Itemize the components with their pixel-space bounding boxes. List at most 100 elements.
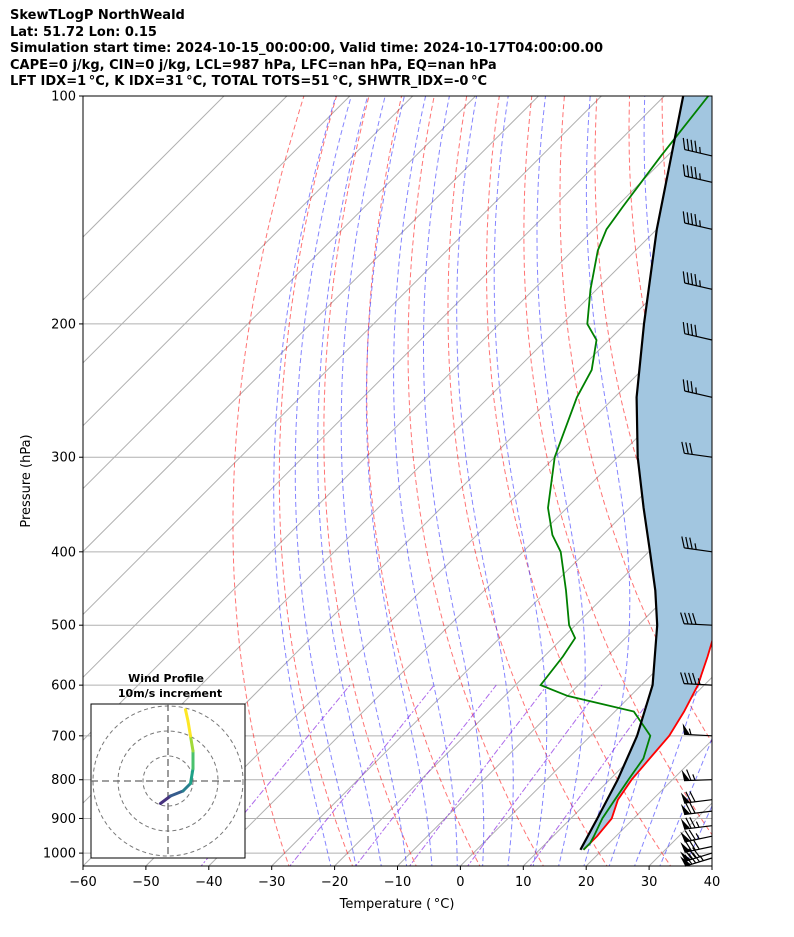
- barb-flag: [680, 672, 685, 684]
- isotherm-line: [83, 96, 225, 238]
- dry-adiabat: [323, 96, 417, 866]
- mixing-ratio-line: [354, 684, 497, 866]
- barb-flag: [685, 817, 692, 829]
- barb-flag: [688, 853, 697, 864]
- shaded-area: [580, 96, 712, 850]
- barb-flag: [686, 138, 690, 151]
- dry-adiabat: [594, 96, 712, 647]
- x-tick-label: −30: [258, 875, 285, 890]
- barb-flag: [690, 381, 694, 393]
- profiles: [539, 96, 712, 851]
- isotherm-line: [208, 362, 712, 866]
- moist-adiabat: [393, 96, 458, 866]
- x-tick-label: 20: [578, 875, 595, 890]
- hodograph-segment: [189, 734, 195, 753]
- isotherm-line: [397, 550, 712, 866]
- barb-staff: [684, 810, 713, 816]
- isotherm-line: [711, 865, 712, 866]
- mixing-ratio-line: [289, 684, 435, 866]
- barb-staff: [683, 779, 713, 782]
- y-tick-label: 800: [51, 773, 76, 788]
- barb-half: [688, 728, 692, 735]
- mixing-ratio-line: [467, 684, 603, 866]
- cape-cin-shading: [580, 96, 712, 850]
- dry-adiabat: [758, 79, 794, 869]
- title-indices: LFT IDX=1 °C, K IDX=31 °C, TOTAL TOTS=51…: [10, 74, 488, 89]
- isotherm-line: [460, 613, 712, 866]
- wind-barb: [680, 838, 713, 853]
- barb-flag: [690, 139, 694, 152]
- barb-half: [692, 774, 696, 781]
- temperature-line: [582, 638, 712, 851]
- barb-flag: [682, 271, 686, 284]
- dry-adiabat: [485, 96, 672, 866]
- y-tick-label: 400: [51, 545, 76, 560]
- barb-staff: [684, 452, 713, 458]
- moist-adiabat: [456, 96, 514, 866]
- moist-adiabat: [608, 96, 683, 866]
- barb-pennant: [680, 841, 691, 853]
- isotherm-line: [83, 96, 539, 553]
- barb-flag: [694, 140, 698, 153]
- moist-adiabat: [659, 737, 712, 866]
- wind-barb: [680, 817, 713, 830]
- title-latlon: Lat: 51.72 Lon: 0.15: [10, 24, 157, 40]
- barb-staff: [684, 683, 713, 686]
- dry-adiabat: [726, 79, 794, 869]
- barb-half: [699, 280, 701, 287]
- barb-half: [697, 678, 701, 685]
- barb-pennant: [681, 769, 691, 781]
- y-tick-label: 300: [51, 451, 76, 466]
- barb-flag: [680, 612, 685, 624]
- barb-flag: [686, 165, 690, 177]
- barb-flag: [690, 323, 694, 336]
- x-tick-label: 10: [515, 875, 532, 890]
- x-tick-label: 0: [456, 875, 464, 890]
- barb-flag: [682, 137, 686, 150]
- x-tick-label: 30: [641, 875, 658, 890]
- x-tick-label: −20: [321, 875, 348, 890]
- wind-barb: [682, 723, 713, 737]
- wind-barb: [680, 612, 713, 626]
- barb-flag: [684, 840, 692, 852]
- barb-half: [699, 146, 701, 154]
- isotherm-line: [83, 96, 351, 364]
- barb-flag: [686, 380, 690, 392]
- y-tick-label: 200: [51, 317, 76, 332]
- barb-flag: [688, 829, 696, 841]
- y-axis-label: Pressure (hPa): [19, 434, 34, 527]
- title-times: Simulation start time: 2024-10-15_00:00:…: [10, 41, 603, 56]
- barb-flag: [689, 802, 696, 814]
- x-tick-label: −10: [384, 875, 411, 890]
- wind-barb: [682, 137, 713, 157]
- wind-barb: [682, 379, 713, 398]
- barb-flag: [684, 612, 689, 625]
- hodograph-segment: [184, 708, 190, 723]
- barb-half: [694, 543, 697, 550]
- barb-flag: [685, 802, 692, 814]
- y-tick-label: 600: [51, 679, 76, 694]
- title-cape: CAPE=0 j/kg, CIN=0 j/kg, LCL=987 hPa, LF…: [10, 57, 497, 73]
- moist-adiabat: [365, 96, 433, 866]
- barb-flag: [689, 537, 693, 550]
- mixing-ratio-line: [408, 684, 548, 866]
- y-tick-label: 500: [51, 619, 76, 634]
- moist-adiabat: [684, 804, 712, 866]
- barb-flag: [692, 838, 700, 850]
- x-tick-label: 40: [704, 875, 721, 890]
- barb-flag: [682, 164, 686, 177]
- dry-adiabat: [278, 96, 354, 866]
- hodograph-segment: [181, 782, 192, 793]
- reference-lines: [83, 79, 794, 869]
- y-tick-label: 1000: [43, 847, 76, 862]
- barb-flag: [692, 672, 697, 685]
- barb-flag: [690, 273, 694, 285]
- barb-flag: [681, 536, 685, 549]
- wind-barb: [682, 211, 713, 230]
- barb-flag: [684, 830, 692, 841]
- parcel-line: [579, 96, 685, 851]
- barb-flag: [694, 167, 698, 179]
- barb-staff: [685, 852, 713, 862]
- barb-flag: [685, 536, 689, 549]
